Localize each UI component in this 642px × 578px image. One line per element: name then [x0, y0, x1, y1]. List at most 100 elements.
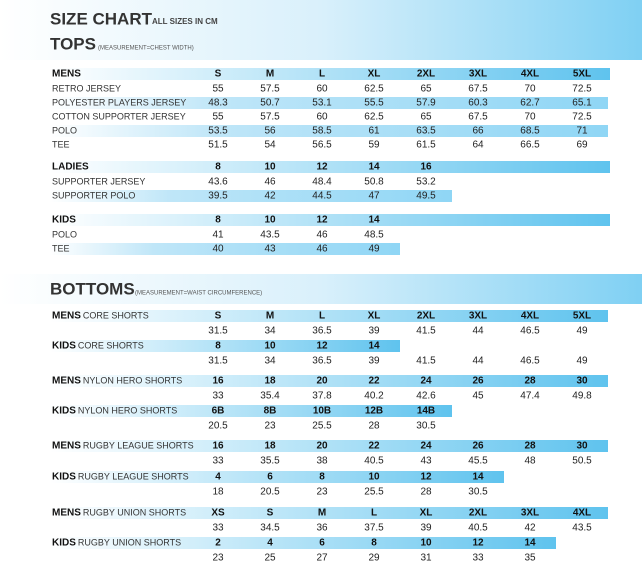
size-label: 12: [472, 538, 484, 549]
cell-value: 34: [264, 326, 276, 337]
cell-value: 48: [524, 456, 536, 467]
cell-value: 25.5: [312, 421, 332, 432]
header-band: [50, 214, 610, 226]
cell-value: 69: [576, 140, 588, 151]
cell-value: 39: [420, 523, 432, 534]
size-label: 10: [264, 341, 276, 352]
cell-value: 42.6: [416, 391, 436, 402]
size-label: 14B: [417, 406, 435, 417]
cell-value: 20.5: [208, 421, 228, 432]
size-label: 8: [319, 472, 325, 483]
size-label: 4XL: [573, 508, 591, 519]
section-gender: MENS: [52, 441, 81, 452]
size-label: 2XL: [417, 69, 435, 80]
bottoms-note: (MEASUREMENT=WAIST CIRCUMFERENCE): [135, 291, 262, 297]
size-label: XL: [368, 69, 381, 80]
header-band: [50, 537, 556, 549]
row-shade: [50, 190, 452, 202]
cell-value: 41: [212, 230, 224, 241]
cell-value: 49.5: [416, 191, 436, 202]
cell-value: 62.5: [364, 84, 384, 95]
cell-value: 35.4: [260, 391, 280, 402]
cell-value: 49.8: [572, 391, 592, 402]
size-label: 8: [215, 215, 221, 226]
size-label: 4: [267, 538, 273, 549]
cell-value: 49: [576, 356, 588, 367]
section-header: KIDS: [52, 215, 76, 226]
cell-value: 45: [472, 391, 484, 402]
section-gender: KIDS: [52, 472, 76, 483]
section-name: RUGBY LEAGUE SHORTS: [78, 471, 189, 481]
cell-value: 68.5: [520, 126, 540, 137]
size-label: 22: [368, 441, 380, 452]
cell-value: 46.5: [520, 326, 540, 337]
size-label: 24: [420, 441, 432, 452]
cell-value: 49: [576, 326, 588, 337]
header-band: [50, 471, 504, 483]
size-label: 4XL: [521, 69, 539, 80]
cell-value: 66: [472, 126, 484, 137]
cell-value: 53.5: [208, 126, 228, 137]
cell-value: 39: [368, 356, 380, 367]
cell-value: 63.5: [416, 126, 436, 137]
size-label: XS: [211, 508, 225, 519]
row-shade: [50, 97, 608, 109]
cell-value: 47: [368, 191, 380, 202]
size-label: 12: [316, 162, 328, 173]
section-header: MENS: [52, 69, 81, 80]
size-label: S: [215, 311, 222, 322]
size-label: 10: [420, 538, 432, 549]
cell-value: 23: [212, 553, 224, 564]
row-name: SUPPORTER POLO: [52, 190, 135, 200]
section-name: RUGBY UNION SHORTS: [83, 507, 186, 517]
cell-value: 51.5: [208, 140, 228, 151]
cell-value: 43.5: [572, 523, 592, 534]
cell-value: 23: [264, 421, 276, 432]
cell-value: 70: [524, 84, 536, 95]
cell-value: 43: [264, 244, 276, 255]
cell-value: 58.5: [312, 126, 332, 137]
cell-value: 33: [212, 391, 224, 402]
cell-value: 41.5: [416, 356, 436, 367]
size-label: 4: [215, 472, 221, 483]
cell-value: 35.5: [260, 456, 280, 467]
bottoms-title: BOTTOMS: [50, 279, 135, 298]
cell-value: 61: [368, 126, 380, 137]
section-gender: MENS: [52, 508, 81, 519]
row-name: POLYESTER PLAYERS JERSEY: [52, 97, 186, 107]
size-label: 20: [316, 441, 328, 452]
cell-value: 45.5: [468, 456, 488, 467]
size-label: 18: [264, 441, 276, 452]
size-label: 14: [368, 162, 380, 173]
cell-value: 38: [316, 456, 328, 467]
cell-value: 30.5: [468, 487, 488, 498]
section-name: CORE SHORTS: [83, 310, 149, 320]
size-label: 12: [316, 341, 328, 352]
size-label: 24: [420, 376, 432, 387]
cell-value: 40.2: [364, 391, 384, 402]
size-label: 8B: [264, 406, 277, 417]
section-header: LADIES: [52, 162, 89, 173]
size-label: L: [319, 311, 325, 322]
cell-value: 55.5: [364, 98, 384, 109]
cell-value: 57.5: [260, 112, 280, 123]
cell-value: 59: [368, 140, 380, 151]
tops-note: (MEASUREMENT=CHEST WIDTH): [98, 46, 194, 52]
cell-value: 55: [212, 84, 224, 95]
cell-value: 39.5: [208, 191, 228, 202]
header-band: [50, 440, 608, 452]
size-label: 18: [264, 376, 276, 387]
cell-value: 70: [524, 112, 536, 123]
size-label: 5XL: [573, 311, 591, 322]
cell-value: 50.5: [572, 456, 592, 467]
cell-value: 42: [524, 523, 536, 534]
cell-value: 36: [316, 523, 328, 534]
cell-value: 65.1: [572, 98, 592, 109]
cell-value: 65: [420, 84, 432, 95]
size-label: 14: [524, 538, 536, 549]
cell-value: 28: [368, 421, 380, 432]
cell-value: 48.3: [208, 98, 228, 109]
section-gender: KIDS: [52, 406, 76, 417]
size-label: M: [318, 508, 326, 519]
